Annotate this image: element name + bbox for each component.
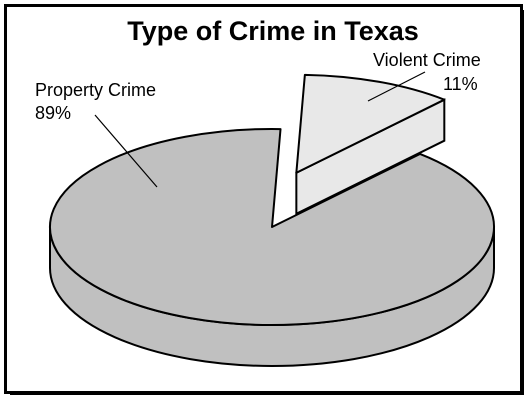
frame-shadow-bottom [10, 391, 524, 395]
slice-property-crime [49, 128, 495, 367]
slice-label-property-value: 89% [35, 103, 71, 123]
frame-shadow-right [520, 10, 524, 392]
slice-label-violent-value: 11% [443, 74, 478, 94]
slice-top-property-crime [49, 128, 495, 326]
chart-title: Type of Crime in Texas [127, 16, 419, 46]
leader-line-violent [367, 71, 426, 102]
leader-line-property [94, 114, 158, 188]
slice-label-property-name: Property Crime [35, 80, 156, 100]
slice-top-violent-crime [295, 73, 446, 174]
slice-violent-crime [295, 73, 446, 216]
slice-label-violent-name: Violent Crime [373, 50, 481, 70]
